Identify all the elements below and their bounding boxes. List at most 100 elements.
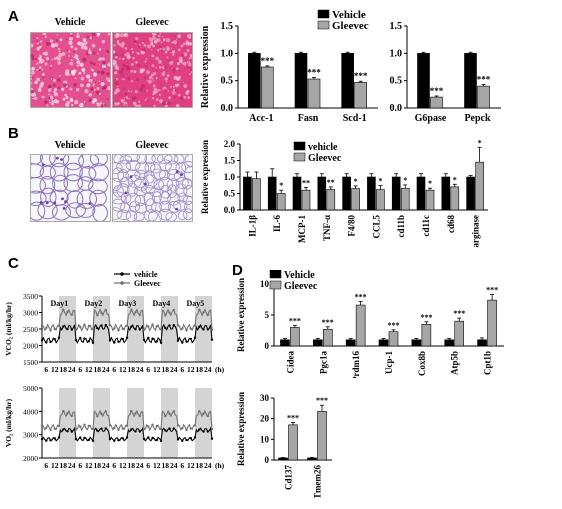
y-axis-label: Relative expression	[200, 140, 210, 214]
x-tick-label: Acc-1	[249, 113, 273, 124]
point-gleevec	[138, 414, 141, 418]
point-vehicle	[164, 429, 167, 432]
point-gleevec	[202, 412, 205, 415]
point-vehicle	[159, 341, 163, 344]
point-vehicle	[151, 436, 154, 440]
x-tick-label: IL-6	[272, 215, 282, 233]
point-vehicle	[198, 428, 201, 431]
point-gleevec	[45, 426, 48, 429]
gleevec-image-label-b: Gleevec	[135, 140, 169, 151]
point-gleevec	[206, 414, 209, 418]
point-gleevec	[70, 414, 74, 418]
significance-mark: *	[378, 177, 382, 186]
point-gleevec	[79, 325, 82, 329]
point-vehicle	[40, 437, 44, 441]
x-tick-label: Pepck	[464, 113, 491, 124]
bar-gleevec-0	[261, 66, 274, 109]
x-tick-label: 18	[196, 365, 204, 374]
point-vehicle	[117, 439, 120, 442]
significance-mark: ***	[430, 86, 444, 96]
x-tick-label: 6	[78, 365, 82, 374]
dark-period-3	[161, 388, 178, 458]
significance-mark: ***	[453, 309, 465, 318]
bar-vehicle-6	[477, 339, 487, 347]
point-gleevec	[121, 427, 125, 430]
chart-b1-inflammatory-genes: 0.0 0.5 1.0 1.5 2.0 Relative expression IL-1β *…	[200, 138, 488, 248]
point-vehicle	[45, 341, 48, 344]
bar-gleevec-2	[355, 304, 366, 347]
point-vehicle	[206, 430, 209, 433]
point-vehicle	[172, 427, 175, 430]
x-tick-label: 6	[44, 365, 48, 374]
significance-mark: *	[478, 138, 482, 147]
gleevec-image-label-a: Gleevec	[135, 17, 169, 28]
x-tick-label: 18	[94, 365, 102, 374]
point-gleevec	[206, 313, 209, 317]
point-vehicle	[62, 325, 65, 328]
y-tick-label: 0.0	[390, 103, 403, 114]
point-gleevec	[74, 328, 78, 332]
point-gleevec	[91, 328, 95, 331]
point-gleevec	[49, 329, 52, 332]
x-tick-label: 24	[204, 365, 212, 374]
x-tick-label: MCP-1	[297, 215, 307, 243]
adipose-vehicle-image	[30, 154, 111, 222]
y-tick-label: 0.0	[224, 205, 236, 215]
bar-vehicle-1	[267, 176, 277, 211]
significance-mark: ***	[354, 71, 368, 81]
chart-a1-lipogenic-genes: 0.0 0.5 1.0 1.5 Relative expression *** Acc-1 *…	[200, 9, 378, 124]
y-tick-label: 3500	[23, 292, 38, 301]
point-gleevec	[172, 308, 175, 312]
legend-label-gleevec: Gleevec	[332, 20, 369, 32]
day-label-0: Day1	[51, 299, 69, 308]
y-tick-label: 1500	[23, 358, 38, 367]
significance-mark: *	[279, 181, 283, 190]
x-tick-label: Cidea	[285, 351, 295, 374]
liver-he-vehicle-svg	[31, 33, 110, 107]
point-gleevec	[168, 311, 171, 314]
point-gleevec	[210, 328, 214, 331]
x-tick-label: Atp5b	[450, 351, 460, 375]
y-tick-label: 1.5	[390, 21, 403, 32]
bar-gleevec-1	[276, 193, 286, 211]
x-tick-label: 24	[170, 461, 178, 470]
point-gleevec	[142, 328, 146, 331]
bar-gleevec-1	[477, 85, 490, 109]
bar-gleevec-2	[301, 189, 311, 211]
point-vehicle	[155, 340, 158, 343]
point-gleevec	[117, 428, 120, 432]
legend-label-vehicle: Vehicle	[284, 270, 315, 281]
point-gleevec	[181, 327, 184, 330]
significance-mark: *	[403, 176, 407, 185]
x-tick-label: Fasn	[298, 113, 319, 124]
liver-he-gleevec-image	[112, 32, 193, 108]
x-tick-label: 18	[60, 365, 68, 374]
x-tick-label: 24	[102, 365, 110, 374]
point-vehicle	[142, 437, 146, 441]
point-gleevec	[134, 311, 137, 314]
point-vehicle	[125, 336, 129, 339]
point-vehicle	[189, 437, 192, 440]
point-vehicle	[117, 340, 120, 343]
x-tick-label: 18	[60, 461, 68, 470]
y-axis-label: VCO₂ (ml/kg/hr)	[4, 302, 13, 356]
y-tick-label: 1.0	[390, 48, 403, 59]
point-gleevec	[104, 308, 108, 312]
bar-vehicle-3	[317, 176, 327, 211]
point-gleevec	[83, 323, 86, 326]
y-tick-label: 0.0	[221, 103, 234, 114]
significance-mark: ***	[322, 318, 334, 327]
point-vehicle	[172, 324, 175, 327]
x-tick-label: Pgc1a	[318, 351, 328, 374]
x-tick-label: 6	[146, 365, 150, 374]
panel-label-c: C	[8, 255, 19, 272]
point-vehicle	[104, 427, 108, 430]
legend-swatch-gleevec	[293, 152, 306, 162]
panel-label-d: D	[232, 262, 243, 279]
point-vehicle	[176, 438, 180, 441]
day-label-1: Day2	[85, 299, 103, 308]
point-gleevec	[198, 410, 201, 413]
point-vehicle	[121, 437, 125, 440]
bar-gleevec-4	[421, 323, 432, 347]
point-gleevec	[198, 308, 201, 311]
